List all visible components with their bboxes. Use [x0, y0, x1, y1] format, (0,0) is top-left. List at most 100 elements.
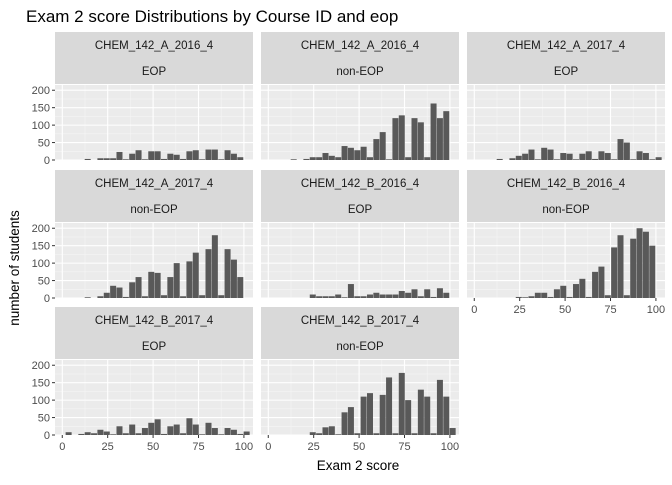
facet-strip-course: [467, 170, 665, 196]
histogram-bar: [436, 118, 443, 160]
histogram-bar: [97, 158, 104, 160]
histogram-bar: [347, 407, 354, 435]
histogram-bar: [528, 296, 535, 298]
histogram-bar: [354, 150, 361, 160]
histogram-bar: [103, 158, 110, 160]
histogram-bar: [160, 295, 167, 298]
histogram-bar: [230, 429, 237, 435]
facet-label-course: CHEM_142_A_2017_4: [95, 178, 214, 190]
facet-strip-eop: [55, 333, 253, 359]
histogram-bar: [534, 159, 541, 160]
facet-label-eop: non-EOP: [336, 66, 384, 78]
histogram-bar: [316, 296, 323, 298]
histogram-bar: [103, 431, 110, 435]
histogram-bar: [335, 294, 342, 298]
histogram-bar: [379, 394, 386, 435]
histogram-bar: [328, 296, 335, 298]
y-tick-label: 0: [44, 293, 50, 305]
histogram-bar: [135, 277, 142, 298]
facet-label-eop: EOP: [348, 204, 373, 216]
histogram-bar: [398, 115, 405, 160]
histogram-bar: [335, 157, 342, 160]
histogram-bar: [110, 158, 117, 160]
histogram-bar: [623, 142, 630, 160]
histogram-bar: [230, 259, 237, 298]
histogram-bar: [579, 278, 586, 298]
histogram-bar: [224, 428, 231, 435]
facet-strip-course: [55, 170, 253, 196]
histogram-bar: [199, 159, 206, 160]
histogram-bar: [116, 151, 123, 160]
histogram-bar: [424, 157, 431, 160]
histogram-bar: [417, 296, 424, 298]
histogram-bar: [186, 261, 193, 298]
facet-strip-course: [55, 307, 253, 333]
histogram-bar: [411, 118, 418, 160]
histogram-bar: [642, 231, 649, 298]
histogram-bar: [186, 151, 193, 160]
histogram-bar: [211, 149, 218, 160]
histogram-bar: [547, 149, 554, 160]
histogram-bar: [528, 149, 535, 160]
y-axis-title: number of students: [7, 210, 22, 326]
histogram-bar: [199, 295, 206, 298]
histogram-bar: [192, 150, 199, 160]
histogram-bar: [154, 419, 161, 435]
histogram-bar: [443, 396, 450, 435]
histogram-bar: [604, 153, 611, 160]
histogram-bar: [78, 433, 85, 435]
facet-label-eop: EOP: [554, 66, 579, 78]
histogram-bar: [566, 153, 573, 160]
histogram-bar: [636, 151, 643, 160]
panel-background: [467, 85, 665, 160]
histogram-bar: [598, 151, 605, 160]
histogram-bar: [91, 433, 98, 435]
y-tick-label: 200: [32, 360, 50, 372]
y-tick-label: 150: [32, 378, 50, 390]
facet-label-course: CHEM_142_A_2016_4: [301, 40, 420, 52]
histogram-bar: [148, 422, 155, 435]
histogram-bar: [218, 434, 225, 435]
histogram-bar: [167, 426, 174, 435]
histogram-bar: [443, 111, 450, 160]
histogram-bar: [347, 147, 354, 160]
facet-label-eop: non-EOP: [130, 204, 178, 216]
histogram-bar: [379, 294, 386, 298]
histogram-bar: [354, 296, 361, 298]
histogram-bar: [141, 159, 148, 160]
histogram-bar: [373, 433, 380, 435]
histogram-bar: [129, 282, 136, 298]
histogram-bar: [173, 154, 180, 160]
histogram-bar: [97, 429, 104, 435]
facet-strip-eop: [261, 333, 459, 359]
histogram-bar: [386, 377, 393, 435]
histogram-bar: [541, 292, 548, 298]
histogram-bar: [630, 238, 637, 298]
facet-label-course: CHEM_142_A_2016_4: [95, 40, 214, 52]
histogram-bar: [167, 277, 174, 298]
histogram-bar: [180, 433, 187, 435]
histogram-bar: [141, 428, 148, 435]
histogram-bar: [192, 252, 199, 298]
panel-background: [261, 85, 459, 160]
histogram-bar: [553, 289, 560, 298]
facet-label-course: CHEM_142_B_2016_4: [301, 178, 420, 190]
histogram-bar: [405, 292, 412, 298]
histogram-bar: [366, 393, 373, 435]
facet-label-eop: EOP: [142, 66, 167, 78]
histogram-bar: [65, 432, 72, 435]
histogram-bar: [630, 159, 637, 160]
histogram-bar: [167, 153, 174, 160]
facet-panel: CHEM_142_B_2017_4 non-EOP 0 25 50 75 100: [261, 307, 459, 453]
histogram-bar: [392, 294, 399, 298]
histogram-bar: [386, 294, 393, 298]
histogram-bar: [328, 426, 335, 435]
histogram-bar: [655, 157, 662, 160]
histogram-bar: [642, 153, 649, 160]
histogram-bar: [617, 235, 624, 298]
facet-strip-course: [467, 32, 665, 58]
y-tick-label: 50: [38, 413, 50, 425]
histogram-bar: [392, 433, 399, 435]
facet-strip-eop: [261, 58, 459, 84]
histogram-bar: [592, 158, 599, 160]
